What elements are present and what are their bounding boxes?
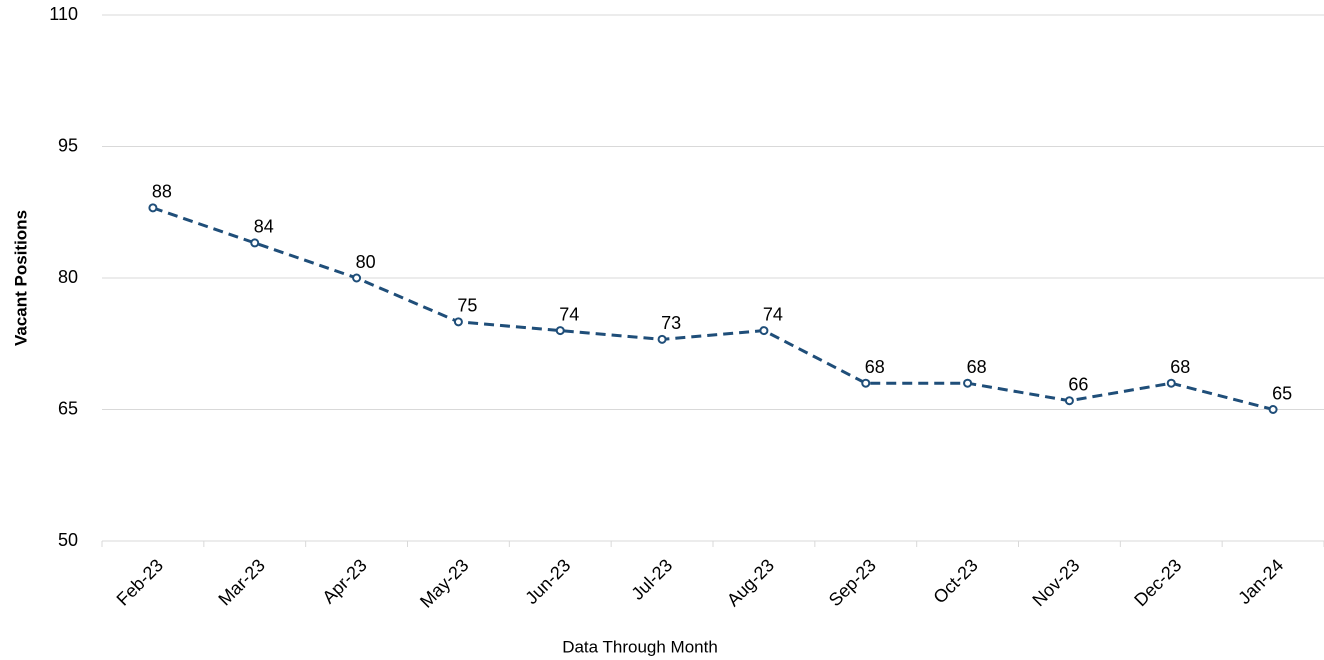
x-axis-title: Data Through Month xyxy=(562,637,718,656)
data-label: 84 xyxy=(254,217,274,237)
y-tick-label: 95 xyxy=(58,135,78,155)
data-label: 65 xyxy=(1272,383,1292,403)
data-marker xyxy=(963,378,973,388)
x-tick-label: Sep-23 xyxy=(825,555,880,610)
y-tick-label: 65 xyxy=(58,398,78,418)
data-label: 80 xyxy=(356,252,376,272)
data-label: 68 xyxy=(1170,357,1190,377)
x-tick-label: Apr-23 xyxy=(318,555,370,607)
data-line xyxy=(152,206,1274,411)
x-tick-label: May-23 xyxy=(416,555,473,612)
x-tick-label: Nov-23 xyxy=(1028,555,1083,610)
data-marker xyxy=(250,238,260,248)
x-tick-label: Oct-23 xyxy=(929,555,981,607)
data-label: 75 xyxy=(457,296,477,316)
data-label: 73 xyxy=(661,313,681,333)
data-marker xyxy=(453,317,463,327)
data-marker xyxy=(352,273,362,283)
data-marker xyxy=(1166,378,1176,388)
y-tick-label: 80 xyxy=(58,267,78,287)
data-marker xyxy=(657,334,667,344)
x-tick-label: Aug-23 xyxy=(723,555,778,610)
x-tick-label: Feb-23 xyxy=(113,555,167,609)
y-tick-label: 110 xyxy=(49,4,78,24)
x-tick-label: Jun-23 xyxy=(521,555,574,608)
data-marker xyxy=(1268,405,1278,414)
data-marker xyxy=(759,326,769,336)
data-label: 68 xyxy=(967,357,987,377)
data-label: 68 xyxy=(865,357,885,377)
x-tick-label: Mar-23 xyxy=(214,555,268,609)
data-label: 74 xyxy=(559,304,579,324)
data-label: 88 xyxy=(152,182,172,202)
x-tick-label: Dec-23 xyxy=(1130,555,1185,610)
data-marker xyxy=(861,378,871,388)
data-marker xyxy=(1064,396,1074,406)
data-marker xyxy=(555,326,565,336)
data-label: 66 xyxy=(1068,374,1088,394)
data-marker xyxy=(148,203,158,213)
y-tick-label: 50 xyxy=(58,530,78,550)
y-axis-title: Vacant Positions xyxy=(11,210,30,346)
data-label: 74 xyxy=(763,304,783,324)
x-tick-label: Jan-24 xyxy=(1234,555,1287,608)
x-tick-label: Jul-23 xyxy=(627,555,676,604)
